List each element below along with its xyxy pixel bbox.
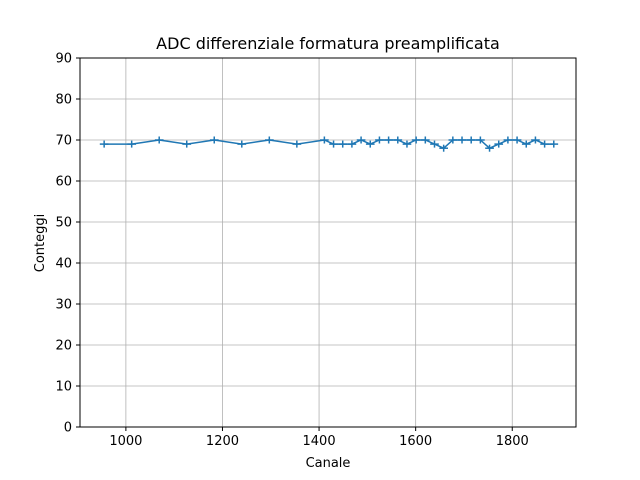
series-line: [104, 139, 554, 150]
data-point: [549, 140, 559, 148]
data-point: [182, 140, 192, 148]
data-point: [329, 140, 338, 148]
data-point: [154, 136, 164, 144]
data-point: [384, 136, 393, 144]
x-axis-label: Canale: [306, 456, 351, 471]
x-tick-label: 1000: [109, 434, 142, 449]
chart-title: ADC differenziale formatura preamplifica…: [156, 34, 500, 53]
data-point: [375, 136, 384, 144]
data-point: [494, 140, 504, 148]
x-tick-label: 1200: [206, 434, 239, 449]
data-point: [209, 136, 219, 144]
data-point: [457, 136, 467, 144]
data-point: [356, 136, 366, 144]
y-tick-label: 50: [55, 216, 72, 231]
data-point: [292, 140, 302, 148]
data-point: [402, 140, 412, 148]
y-axis-label: Conteggi: [33, 214, 48, 272]
data-point: [466, 136, 476, 144]
data-point: [420, 136, 430, 144]
x-tick-label: 1600: [399, 434, 432, 449]
data-point: [476, 136, 485, 144]
y-tick-label: 30: [55, 298, 72, 313]
x-tick-label: 1800: [496, 434, 529, 449]
data-point: [439, 144, 449, 152]
y-tick-label: 90: [55, 52, 72, 67]
y-tick-label: 20: [55, 339, 72, 354]
data-point: [347, 140, 357, 148]
axis-ticks: 1000 1200 1400 1600 1800 0 10 20 30 40 50 60 70 80 90: [55, 52, 528, 450]
data-point: [503, 136, 513, 144]
y-tick-label: 60: [55, 175, 72, 190]
x-tick-label: 1400: [303, 434, 336, 449]
plot-frame: [79, 57, 577, 428]
data-point: [99, 140, 109, 148]
data-point: [531, 136, 540, 144]
data-point: [448, 136, 458, 144]
data-point: [393, 136, 403, 144]
data-point: [540, 140, 549, 148]
grid-lines: [80, 57, 576, 428]
data-point: [320, 136, 329, 144]
y-tick-label: 70: [55, 134, 72, 149]
data-point: [338, 140, 348, 148]
y-tick-label: 10: [55, 380, 72, 395]
data-point: [521, 140, 531, 148]
data-series: [99, 136, 559, 152]
y-tick-label: 40: [55, 257, 72, 272]
data-point: [411, 136, 421, 144]
data-point: [127, 140, 137, 148]
data-point: [512, 136, 522, 144]
y-tick-label: 80: [55, 93, 72, 108]
data-point: [365, 140, 375, 148]
data-point: [485, 144, 494, 152]
data-point: [237, 140, 247, 148]
data-point: [264, 136, 274, 144]
y-tick-label: 0: [64, 421, 72, 436]
data-point: [430, 140, 439, 148]
